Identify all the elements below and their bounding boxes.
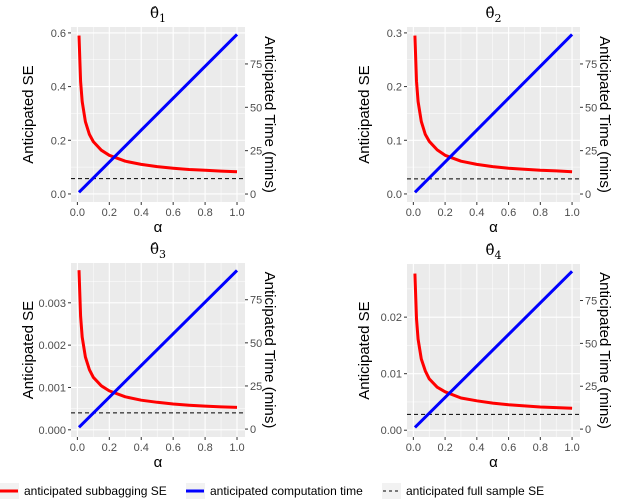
- y2-tick-label: 0: [585, 189, 591, 201]
- y-axis-label: Anticipated SE: [356, 301, 373, 399]
- y-tick-label: 0.6: [51, 28, 66, 40]
- x-tick-label: 0.0: [70, 442, 85, 454]
- subbagging-se-curve: [77, 270, 238, 409]
- y2-tick-label: 25: [250, 146, 262, 158]
- y-tick-label: 0.00: [381, 425, 402, 437]
- panel-title-subscript: 3: [159, 248, 166, 261]
- x-tick-label: 1.0: [229, 442, 244, 454]
- y-tick-label: 0.000: [38, 425, 66, 437]
- subbagging-se-curve: [77, 35, 238, 174]
- y2-tick-label: 75: [585, 296, 597, 308]
- x-tick-label: 0.0: [406, 442, 421, 454]
- y2-axis-label: Anticipated Time (mins): [596, 36, 613, 193]
- y-tick-label: 0.2: [51, 135, 66, 147]
- x-tick-label: 0.4: [134, 442, 149, 454]
- y-tick-label: 0.0: [387, 189, 402, 201]
- y2-axis-label: Anticipated Time (mins): [596, 272, 613, 429]
- x-tick-label: 0.2: [437, 442, 452, 454]
- x-tick-label: 0.2: [102, 207, 117, 219]
- y2-tick-label: 50: [250, 102, 262, 114]
- x-axis-label: α: [489, 454, 498, 471]
- x-axis-label: α: [489, 219, 498, 236]
- x-tick-label: 0.4: [469, 207, 484, 219]
- x-tick-label: 1.0: [564, 207, 579, 219]
- y-tick-label: 0.1: [387, 135, 402, 147]
- x-tick-label: 0.2: [437, 207, 452, 219]
- computation-time-line: [413, 33, 574, 194]
- legend-label: anticipated full sample SE: [406, 484, 544, 498]
- y-tick-label: 0.001: [38, 382, 66, 394]
- x-tick-label: 0.0: [406, 207, 421, 219]
- panel-title-subscript: 1: [159, 12, 166, 25]
- y2-tick-label: 75: [250, 295, 262, 307]
- y2-tick-label: 75: [585, 59, 597, 71]
- panel-3: 0.0 0.2 0.4 0.6 0.8 1.0 0.000 0.001 0.002 0.003 0 2…: [20, 240, 278, 471]
- x-tick-label: 0.6: [501, 442, 516, 454]
- computation-time-line: [413, 270, 574, 429]
- y2-tick-label: 50: [585, 338, 597, 350]
- y2-tick-label: 25: [250, 381, 262, 393]
- y2-tick-label: 25: [585, 381, 597, 393]
- x-tick-label: 0.6: [166, 207, 181, 219]
- panel-title: θ̂2: [485, 4, 501, 25]
- y-tick-label: 0.01: [381, 369, 402, 381]
- y2-axis-label: Anticipated Time (mins): [261, 36, 278, 193]
- x-tick-label: 1.0: [229, 207, 244, 219]
- x-tick-label: 0.2: [102, 442, 117, 454]
- y-tick-label: 0.4: [51, 82, 66, 94]
- legend-label: anticipated subbagging SE: [24, 484, 167, 498]
- x-tick-label: 0.8: [533, 442, 548, 454]
- y2-tick-label: 75: [250, 59, 262, 71]
- subbagging-se-curve: [413, 273, 573, 410]
- y-axis-label: Anticipated SE: [20, 65, 37, 163]
- y2-tick-label: 0: [585, 424, 591, 436]
- panel-title: θ̂4: [485, 241, 501, 262]
- y-axis-label: Anticipated SE: [20, 301, 37, 399]
- x-tick-label: 0.4: [469, 442, 484, 454]
- x-tick-label: 1.0: [564, 442, 579, 454]
- x-tick-label: 0.8: [197, 442, 212, 454]
- x-axis-label: α: [154, 454, 163, 471]
- y-tick-label: 0.2: [387, 82, 402, 94]
- computation-time-line: [77, 33, 239, 194]
- legend: anticipated subbagging SE anticipated com…: [0, 483, 544, 499]
- panel-title-subscript: 2: [495, 12, 502, 25]
- y-tick-label: 0.002: [38, 340, 66, 352]
- y2-tick-label: 0: [250, 189, 256, 201]
- legend-label: anticipated computation time: [210, 484, 363, 498]
- x-axis-label: α: [154, 219, 163, 236]
- x-tick-label: 0.6: [166, 442, 181, 454]
- panel-title: θ̂1: [150, 4, 166, 25]
- panel-title-subscript: 4: [495, 249, 502, 262]
- y2-tick-label: 50: [250, 338, 262, 350]
- panel-title: θ̂3: [150, 240, 166, 261]
- panel-1: 0.0 0.2 0.4 0.6 0.8 1.0 0.0 0.2 0.4 0.6 0 25 50 75 θ̂1…: [20, 4, 278, 236]
- panel-4: 0.0 0.2 0.4 0.6 0.8 1.0 0.00 0.01 0.02 0 25 50 75 θ̂4…: [356, 241, 613, 471]
- y2-axis-label: Anticipated Time (mins): [261, 272, 278, 429]
- y2-tick-label: 50: [585, 102, 597, 114]
- computation-time-line: [77, 269, 239, 429]
- y-axis-label: Anticipated SE: [356, 65, 373, 163]
- x-tick-label: 0.8: [533, 207, 548, 219]
- y2-tick-label: 0: [250, 424, 256, 436]
- x-tick-label: 0.8: [197, 207, 212, 219]
- x-tick-label: 0.6: [501, 207, 516, 219]
- y2-tick-label: 25: [585, 146, 597, 158]
- y-tick-label: 0.003: [38, 298, 66, 310]
- y-tick-label: 0.02: [381, 312, 402, 324]
- panel-2: 0.0 0.2 0.4 0.6 0.8 1.0 0.0 0.1 0.2 0.3 0 25 50 75 θ̂2…: [356, 4, 613, 236]
- subbagging-se-curve: [413, 35, 573, 174]
- y-tick-label: 0.0: [51, 189, 66, 201]
- x-tick-label: 0.0: [70, 207, 85, 219]
- y-tick-label: 0.3: [387, 28, 402, 40]
- x-tick-label: 0.4: [134, 207, 149, 219]
